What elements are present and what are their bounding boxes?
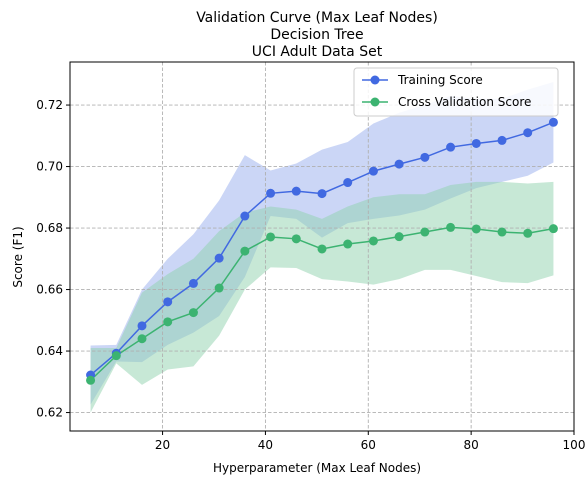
data-point-cross-validation	[163, 317, 173, 327]
data-point-cross-validation	[446, 222, 456, 232]
plot-area-frame	[69, 61, 575, 432]
data-point-cross-validation	[291, 234, 301, 244]
x-tick-label: 60	[361, 438, 376, 452]
data-point-cross-validation	[343, 239, 353, 249]
y-axis-ticks: 0.62 0.64 0.66 0.68 0.70 0.72	[36, 98, 70, 420]
chart-title-line-3: UCI Adult Data Set	[252, 44, 383, 60]
x-axis-label: Hyperparameter (Max Leaf Nodes)	[213, 461, 421, 475]
y-tick-label: 0.72	[36, 98, 63, 112]
confidence-band-cross-validation	[90, 181, 554, 413]
data-point-training	[368, 166, 378, 176]
data-point-training	[446, 142, 456, 152]
data-point-cross-validation	[471, 224, 481, 234]
data-point-training	[394, 159, 404, 169]
x-tick-label: 100	[563, 438, 586, 452]
data-point-cross-validation	[497, 227, 507, 237]
data-point-training	[137, 321, 147, 331]
data-point-cross-validation	[420, 227, 430, 237]
y-axis-label: Score (F1)	[11, 226, 25, 287]
data-point-cross-validation	[240, 246, 250, 256]
data-point-cross-validation	[548, 224, 558, 234]
chart-title: Validation Curve (Max Leaf Nodes) Decisi…	[196, 10, 438, 60]
data-point-training	[214, 253, 224, 263]
data-point-training	[420, 152, 430, 162]
legend-box	[353, 67, 559, 117]
data-point-training	[266, 188, 276, 198]
data-point-training	[240, 211, 250, 221]
x-tick-label: 80	[464, 438, 479, 452]
data-point-training	[188, 278, 198, 288]
data-point-cross-validation	[214, 283, 224, 293]
data-point-cross-validation	[111, 351, 121, 361]
y-tick-label: 0.66	[36, 283, 63, 297]
data-point-training	[291, 186, 301, 196]
y-tick-label: 0.64	[36, 344, 63, 358]
y-tick-label: 0.68	[36, 221, 63, 235]
legend-cv-marker	[370, 97, 380, 107]
y-tick-label: 0.70	[36, 160, 63, 174]
data-point-training	[163, 297, 173, 307]
data-point-training	[548, 117, 558, 127]
legend: Training Score Cross Validation Score	[353, 67, 559, 117]
data-point-cross-validation	[394, 232, 404, 242]
data-point-training	[523, 128, 533, 138]
data-point-cross-validation	[137, 334, 147, 344]
x-tick-label: 40	[258, 438, 273, 452]
data-point-training	[471, 138, 481, 148]
data-point-cross-validation	[188, 308, 198, 318]
legend-cv-label: Cross Validation Score	[398, 95, 531, 109]
data-point-cross-validation	[317, 244, 327, 254]
data-point-training	[343, 178, 353, 188]
data-point-cross-validation	[266, 232, 276, 242]
legend-training-label: Training Score	[397, 73, 483, 87]
confidence-bands	[90, 81, 554, 413]
x-axis-ticks: 20 40 60 80 100	[155, 431, 586, 452]
data-point-training	[317, 189, 327, 199]
series-points	[86, 117, 558, 385]
data-point-cross-validation	[523, 228, 533, 238]
chart-title-line-1: Validation Curve (Max Leaf Nodes)	[196, 10, 438, 26]
chart-title-line-2: Decision Tree	[270, 27, 363, 43]
legend-training-marker	[370, 75, 380, 85]
x-tick-label: 20	[155, 438, 170, 452]
data-point-training	[497, 135, 507, 145]
data-point-cross-validation	[86, 375, 96, 385]
y-tick-label: 0.62	[36, 406, 63, 420]
data-point-cross-validation	[368, 236, 378, 246]
